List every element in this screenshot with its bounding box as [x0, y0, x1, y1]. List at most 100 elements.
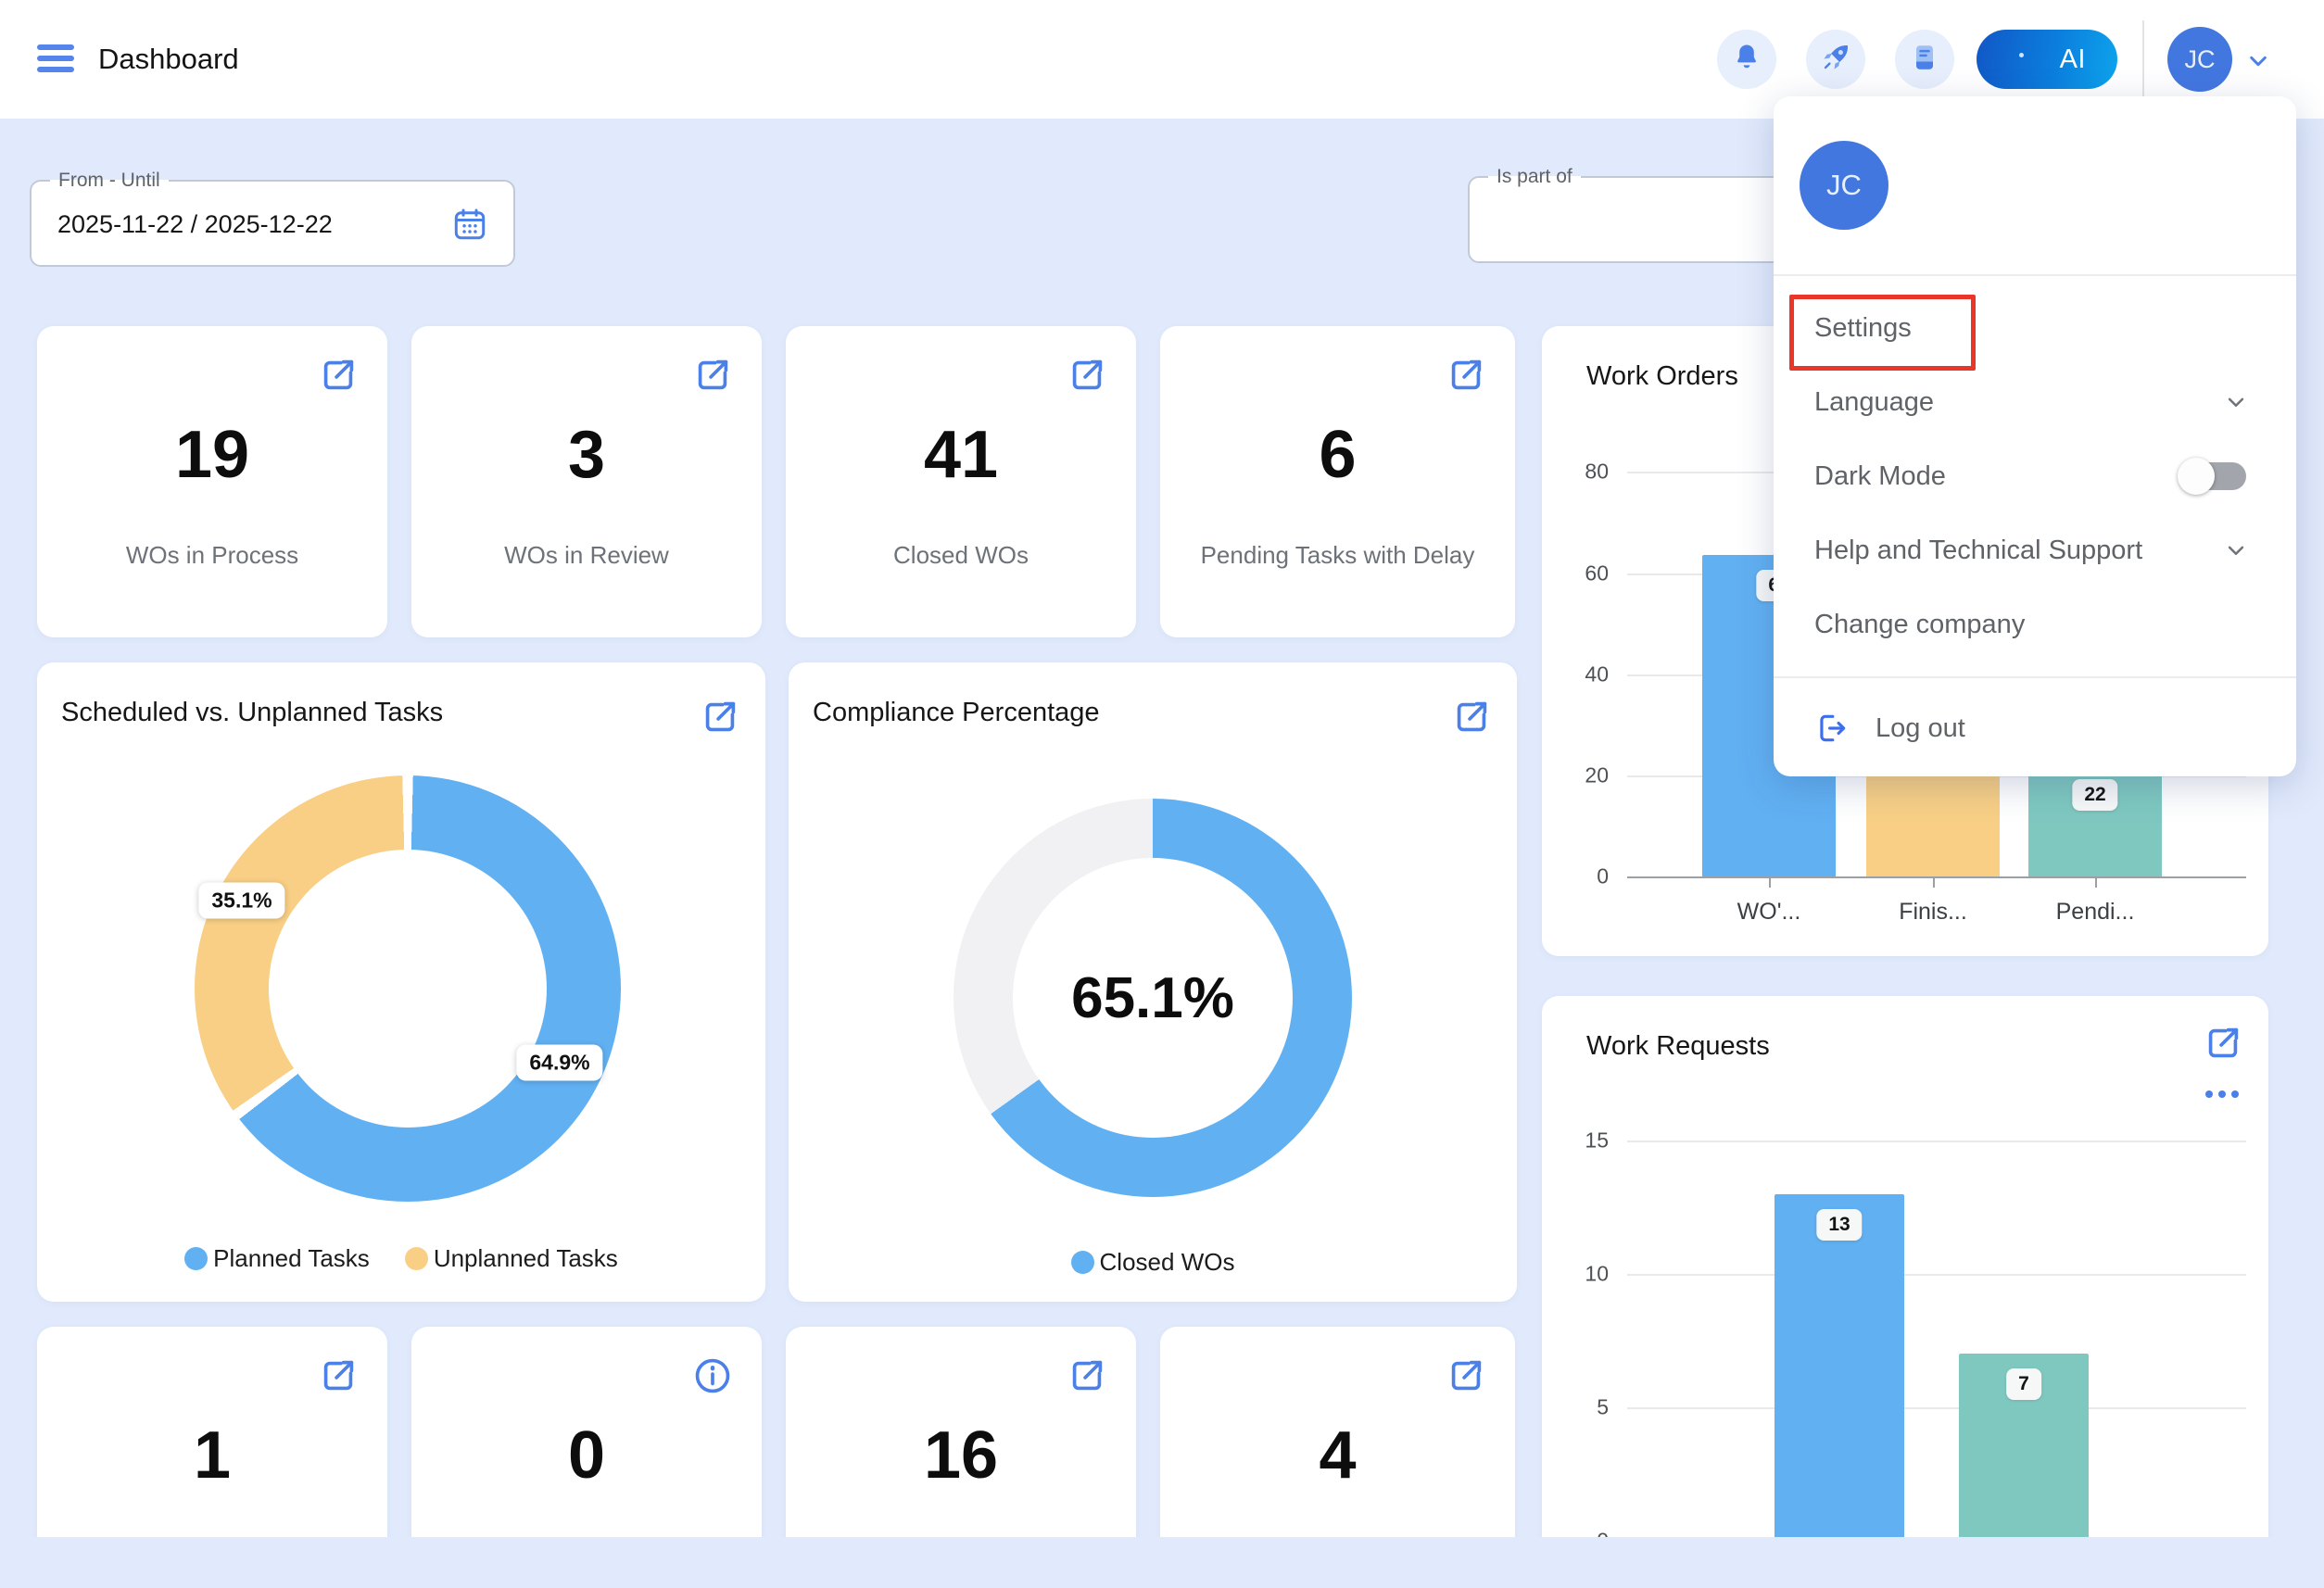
- stat-value: 41: [923, 418, 999, 492]
- compliance-donut[interactable]: 65.1%: [954, 799, 1352, 1197]
- bar-series-0[interactable]: [1775, 1194, 1904, 1537]
- menu-item-dark-mode[interactable]: Dark Mode: [1774, 439, 2296, 513]
- stat-value: 0: [567, 1418, 606, 1493]
- external-link-icon[interactable]: [2202, 1022, 2244, 1065]
- documentation-button[interactable]: [1895, 30, 1954, 89]
- menu-item-help-support[interactable]: Help and Technical Support: [1774, 513, 2296, 587]
- y-axis-tick-label: 60: [1585, 561, 1609, 586]
- external-link-icon[interactable]: [1445, 354, 1487, 397]
- app-header: Dashboard: [0, 0, 2324, 119]
- menu-item-log-out[interactable]: Log out: [1774, 691, 2296, 765]
- work-requests-chart-card: Work Requests 0 5 10 15 13 7: [1542, 996, 2268, 1537]
- chart-gridline: [1627, 1407, 2246, 1409]
- menu-item-label: Help and Technical Support: [1814, 535, 2143, 565]
- y-axis-tick-label: 20: [1585, 762, 1609, 788]
- legend-item-unplanned[interactable]: Unplanned Tasks: [404, 1244, 618, 1273]
- chevron-down-icon[interactable]: [2243, 45, 2273, 75]
- whats-new-button[interactable]: [1806, 30, 1865, 89]
- legend-dot: [184, 1247, 208, 1270]
- date-range-label: From - Until: [58, 170, 160, 191]
- menu-divider: [1774, 676, 2296, 678]
- stat-value: 19: [174, 418, 250, 492]
- scheduled-vs-unplanned-donut[interactable]: [195, 775, 621, 1202]
- calendar-icon[interactable]: [450, 205, 489, 244]
- info-icon[interactable]: [691, 1355, 734, 1397]
- menu-item-label: Change company: [1814, 609, 2026, 639]
- chevron-down-icon: [2222, 388, 2250, 416]
- document-icon: [1908, 41, 1941, 79]
- menu-divider: [1774, 274, 2296, 276]
- external-link-icon[interactable]: [1450, 696, 1493, 738]
- notifications-button[interactable]: [1717, 30, 1776, 89]
- legend-label: Unplanned Tasks: [433, 1244, 618, 1272]
- menu-item-language[interactable]: Language: [1774, 365, 2296, 439]
- stat-label: Closed WOs: [893, 541, 1029, 569]
- bar-value-badge: 7: [2006, 1368, 2041, 1400]
- header-divider: [2142, 20, 2144, 100]
- y-axis-tick-label: 5: [1597, 1394, 1609, 1419]
- x-axis-category-label: Pendi...: [2055, 899, 2135, 925]
- bar-value-badge: 22: [2072, 779, 2118, 811]
- chart-title: Compliance Percentage: [813, 698, 1100, 727]
- stat-card-pending-tasks-delay: 6 Pending Tasks with Delay: [1160, 326, 1515, 637]
- stat-card-wos-in-review: 3 WOs in Review: [411, 326, 762, 637]
- stat-card-closed-wos: 41 Closed WOs: [786, 326, 1136, 637]
- stat-label: Pending Tasks with Delay: [1200, 541, 1475, 569]
- stat-value: 4: [1319, 1418, 1357, 1493]
- user-avatar[interactable]: JC: [2167, 27, 2232, 92]
- external-link-icon[interactable]: [1445, 1355, 1487, 1397]
- menu-item-label: Log out: [1876, 712, 1965, 743]
- menu-item-label: Language: [1814, 386, 1935, 417]
- bottom-stat-card-1: 1: [37, 1327, 387, 1537]
- stat-value: 16: [923, 1418, 999, 1493]
- legend-item-closed-wos[interactable]: Closed WOs: [1070, 1248, 1234, 1277]
- menu-item-label: Settings: [1814, 312, 1912, 343]
- y-axis-tick-label: 10: [1585, 1261, 1609, 1286]
- external-link-icon[interactable]: [691, 354, 734, 397]
- compliance-percentage-card: Compliance Percentage 65.1% Closed WOs: [789, 662, 1517, 1302]
- user-dropdown-menu: JC Settings Language Dark Mode Help and …: [1774, 96, 2296, 776]
- external-link-icon[interactable]: [1066, 354, 1108, 397]
- logout-icon: [1814, 711, 1850, 746]
- date-range-field[interactable]: From - Until 2025-11-22 / 2025-12-22: [30, 170, 515, 267]
- menu-item-change-company[interactable]: Change company: [1774, 587, 2296, 662]
- bell-icon: [1730, 41, 1763, 79]
- legend-dot: [1070, 1251, 1094, 1274]
- bottom-stat-card-3: 16: [786, 1327, 1136, 1537]
- chart-title: Scheduled vs. Unplanned Tasks: [61, 698, 444, 727]
- is-part-of-label: Is part of: [1497, 166, 1572, 187]
- scheduled-vs-unplanned-card: Scheduled vs. Unplanned Tasks 35.1% 64.9…: [37, 662, 765, 1302]
- date-range-value[interactable]: 2025-11-22 / 2025-12-22: [57, 210, 333, 238]
- chart-title: Work Orders: [1586, 361, 1738, 391]
- slice-label-unplanned: 35.1%: [198, 882, 285, 919]
- chart-title: Work Requests: [1586, 1031, 1770, 1061]
- external-link-icon[interactable]: [1066, 1355, 1108, 1397]
- chart-legend: Planned Tasks Unplanned Tasks: [37, 1244, 765, 1273]
- chart-legend: Closed WOs: [789, 1248, 1517, 1277]
- external-link-icon[interactable]: [317, 1355, 360, 1397]
- external-link-icon[interactable]: [699, 696, 741, 738]
- stat-value: 1: [193, 1418, 232, 1493]
- x-axis-tick: [1769, 876, 1771, 888]
- bottom-stat-card-2: 0: [411, 1327, 762, 1537]
- more-options-icon[interactable]: [2205, 1090, 2239, 1098]
- y-axis-tick-label: 15: [1585, 1128, 1609, 1153]
- stat-value: 3: [567, 418, 606, 492]
- y-axis-tick-label: 40: [1585, 662, 1609, 687]
- menu-hamburger-icon[interactable]: [37, 44, 74, 74]
- legend-item-planned[interactable]: Planned Tasks: [184, 1244, 370, 1273]
- page-title: Dashboard: [98, 43, 239, 75]
- donut-hole: 65.1%: [1013, 858, 1293, 1138]
- chevron-down-icon: [2222, 536, 2250, 564]
- y-axis-tick-label: 0: [1549, 1529, 1609, 1538]
- ai-assistant-button[interactable]: AI: [1977, 30, 2117, 89]
- bottom-stat-card-4: 4: [1160, 1327, 1515, 1537]
- dark-mode-toggle[interactable]: [2178, 458, 2250, 495]
- menu-item-settings[interactable]: Settings: [1774, 291, 2296, 365]
- sparkle-icon: [2019, 53, 2024, 57]
- x-axis-category-label: Finis...: [1899, 899, 1967, 925]
- external-link-icon[interactable]: [317, 354, 360, 397]
- ai-button-label: AI: [2059, 44, 2086, 74]
- legend-label: Planned Tasks: [213, 1244, 370, 1272]
